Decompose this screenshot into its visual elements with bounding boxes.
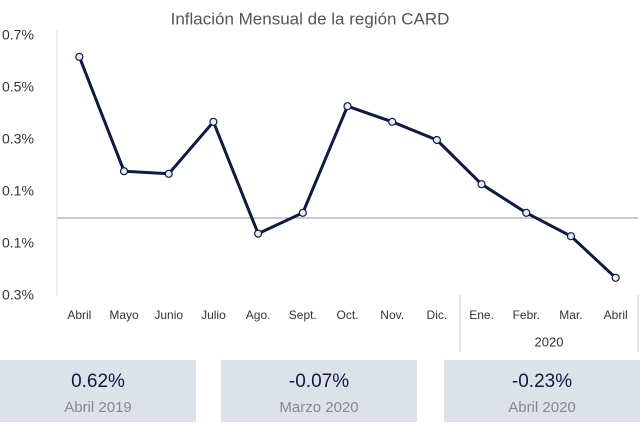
marker (209, 117, 218, 126)
card (221, 360, 417, 422)
x-tick-label: Junio (154, 308, 183, 322)
y-tick-label: 0.1% (2, 235, 34, 251)
card (444, 360, 640, 422)
marker (611, 273, 620, 282)
group-label: 2020 (535, 334, 564, 349)
x-tick-label: Oct. (336, 308, 358, 322)
card (0, 360, 196, 422)
marker (298, 208, 307, 217)
marker (566, 232, 576, 241)
card-value: -0.07% (289, 371, 349, 392)
y-tick-label: 0.7% (2, 27, 34, 43)
marker (522, 208, 531, 217)
x-tick-label: Mar. (559, 308, 582, 322)
marker (343, 102, 352, 111)
y-tick-label: 0.1% (2, 183, 34, 199)
card-label: Marzo 2020 (279, 399, 358, 416)
x-tick-label: Julio (201, 308, 226, 322)
marker (119, 167, 129, 176)
x-tick-label: Sept. (289, 308, 317, 322)
card-value: -0.23% (512, 371, 572, 392)
marker (432, 135, 441, 145)
y-tick-label: 0.3% (2, 287, 34, 303)
chart-title: Inflación Mensual de la región CARD (171, 9, 450, 28)
x-tick-label: Ene. (469, 308, 494, 322)
y-tick-label: 0.3% (2, 131, 34, 147)
marker (477, 180, 486, 189)
marker (388, 117, 397, 126)
x-tick-label: Abril (67, 308, 91, 322)
marker (164, 169, 173, 178)
line (77, 56, 617, 279)
x-tick-label: Nov. (380, 308, 404, 322)
marker (75, 52, 84, 61)
x-tick-label: Dic. (427, 308, 448, 322)
card-label: Abril 2019 (64, 399, 132, 416)
x-tick-label: Abril (604, 308, 628, 322)
marker (254, 229, 263, 238)
y-tick-label: 0.5% (2, 79, 34, 95)
x-tick-label: Mayo (109, 308, 139, 322)
x-tick-label: Febr. (513, 308, 540, 322)
card-value: 0.62% (71, 371, 125, 392)
card-label: Abril 2020 (508, 399, 576, 416)
x-tick-label: Ago. (246, 308, 271, 322)
